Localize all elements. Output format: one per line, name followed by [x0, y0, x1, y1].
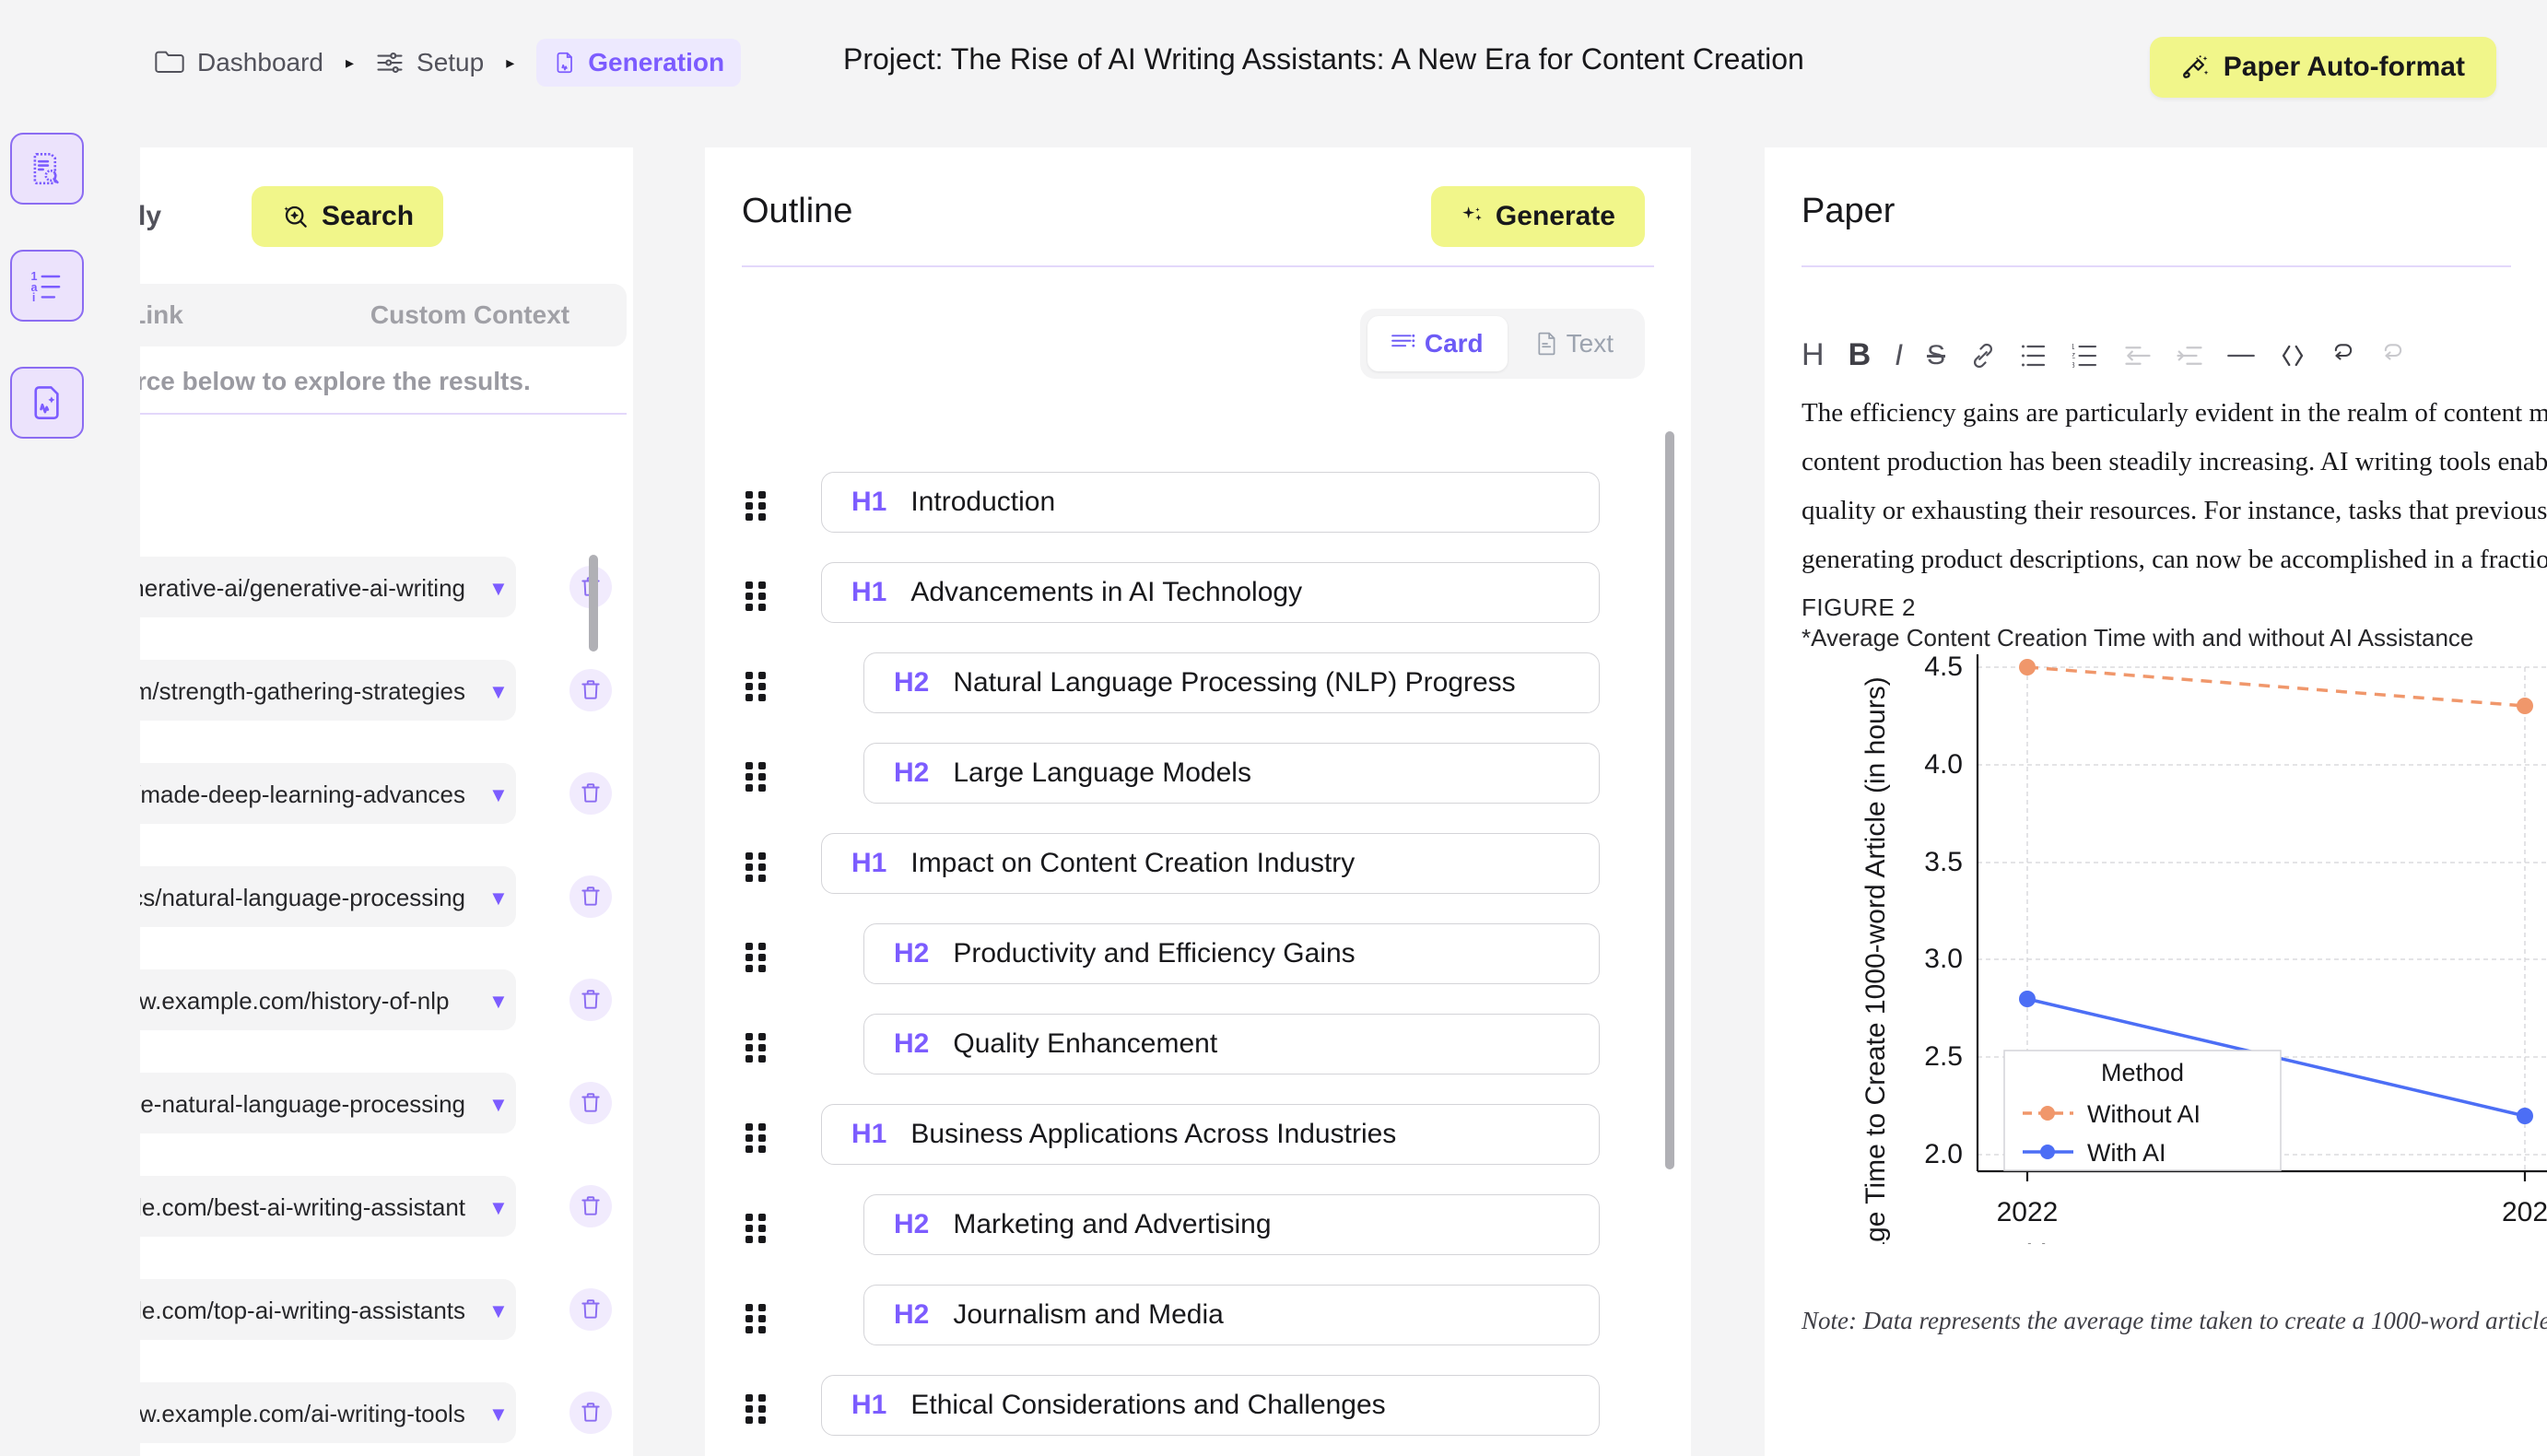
svg-text:3.0: 3.0	[1924, 944, 1963, 974]
svg-text:3.5: 3.5	[1924, 847, 1963, 877]
svg-text:2022: 2022	[1997, 1197, 2059, 1227]
svg-text:4.0: 4.0	[1924, 749, 1963, 780]
svg-text:4.5: 4.5	[1924, 654, 1963, 682]
svg-text:With AI: With AI	[2087, 1139, 2166, 1167]
svg-text:2.0: 2.0	[1924, 1139, 1963, 1169]
svg-text:3: 3	[2072, 360, 2075, 367]
svg-text:Average Time to Create 1000-wo: Average Time to Create 1000-word Article…	[1860, 676, 1891, 1244]
svg-text:Year: Year	[2027, 1239, 2083, 1244]
svg-text:1: 1	[2072, 344, 2075, 351]
svg-text:202: 202	[2502, 1197, 2547, 1227]
svg-text:Z: Z	[2072, 351, 2075, 359]
svg-text:i: i	[32, 291, 36, 304]
svg-text:Without AI: Without AI	[2087, 1100, 2201, 1128]
svg-text:2.5: 2.5	[1924, 1041, 1963, 1072]
svg-text:Method: Method	[2101, 1059, 2184, 1086]
